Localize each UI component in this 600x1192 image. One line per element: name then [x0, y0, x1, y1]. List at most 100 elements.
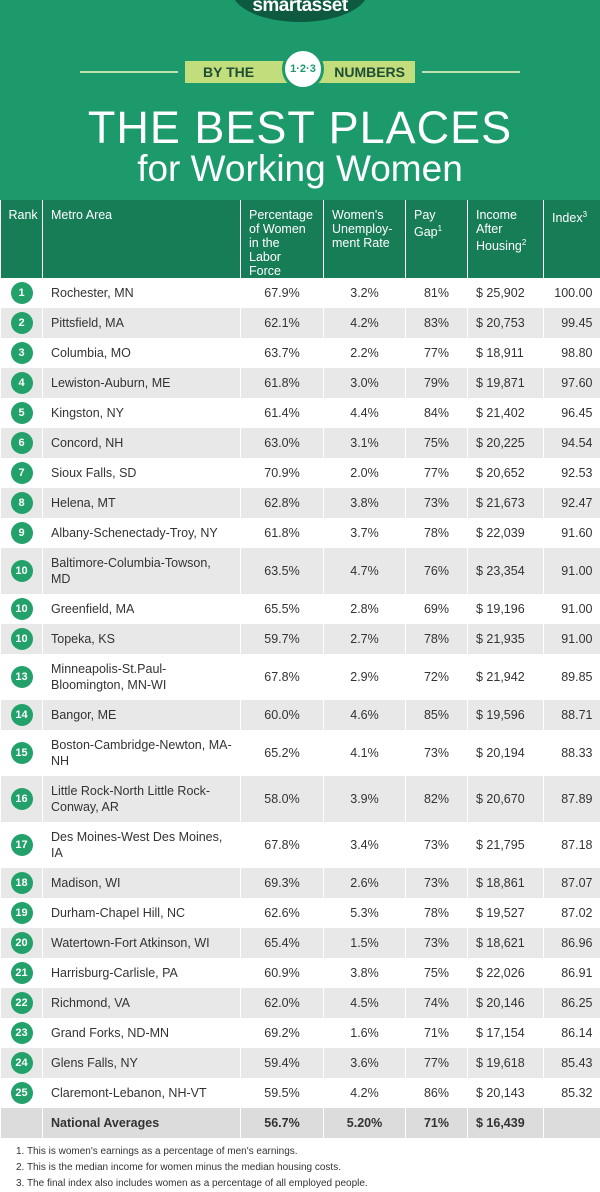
table-cell: Little Rock-North Little Rock-Conway, AR	[43, 776, 241, 822]
table-cell: 62.8%	[241, 488, 324, 518]
table-cell: 25	[1, 1078, 43, 1108]
table-cell: 85%	[406, 700, 468, 730]
subtitle: for Working Women	[0, 148, 600, 190]
table-cell: 10	[1, 594, 43, 624]
table-cell: 60.0%	[241, 700, 324, 730]
table-cell: 78%	[406, 624, 468, 654]
column-header: Pay Gap1	[406, 200, 468, 278]
table-cell: 10	[1, 624, 43, 654]
table-cell: 91.00	[544, 548, 600, 594]
table-cell: 22	[1, 988, 43, 1018]
table-cell: 24	[1, 1048, 43, 1078]
table-cell: $ 20,146	[468, 988, 544, 1018]
table-cell: Columbia, MO	[43, 338, 241, 368]
table-cell: 5.3%	[324, 898, 406, 928]
table-cell: Minneapolis-St.Paul-Bloomington, MN-WI	[43, 654, 241, 700]
table-cell: 67.9%	[241, 278, 324, 308]
table-cell: 86.14	[544, 1018, 600, 1048]
table-cell: 97.60	[544, 368, 600, 398]
table-cell: $ 20,670	[468, 776, 544, 822]
table-cell: 61.4%	[241, 398, 324, 428]
table-cell: 58.0%	[241, 776, 324, 822]
rank-badge: 7	[11, 462, 33, 484]
table-cell: 71%	[406, 1108, 468, 1138]
table-cell: Madison, WI	[43, 868, 241, 898]
table-cell: 77%	[406, 458, 468, 488]
table-cell: 100.00	[544, 278, 600, 308]
table-cell: 63.7%	[241, 338, 324, 368]
table-cell: 94.54	[544, 428, 600, 458]
table-cell: 75%	[406, 958, 468, 988]
ribbon-text: NUMBERS	[334, 61, 405, 83]
rank-badge: 14	[11, 704, 33, 726]
table-cell: 87.18	[544, 822, 600, 868]
table-cell: $ 21,795	[468, 822, 544, 868]
column-label: Percentage of Women in the Labor Force	[249, 208, 313, 278]
table-cell: $ 21,942	[468, 654, 544, 700]
footnote: 3. The final index also includes women a…	[16, 1176, 600, 1192]
table-cell: 14	[1, 700, 43, 730]
table-cell: 4.7%	[324, 548, 406, 594]
table-cell: 63.5%	[241, 548, 324, 594]
table-cell: 4.2%	[324, 1078, 406, 1108]
table-cell: Greenfield, MA	[43, 594, 241, 624]
table-cell: 69.3%	[241, 868, 324, 898]
rank-badge: 16	[11, 788, 33, 810]
table-cell: 16	[1, 776, 43, 822]
table-cell: 3.0%	[324, 368, 406, 398]
table-cell: 23	[1, 1018, 43, 1048]
rank-badge: 13	[11, 666, 33, 688]
averages-label: National Averages	[43, 1108, 241, 1138]
ribbon-line	[422, 71, 520, 73]
table-cell: 2.6%	[324, 868, 406, 898]
table-cell: 1	[1, 278, 43, 308]
table-cell: 20	[1, 928, 43, 958]
column-label: Metro Area	[51, 208, 112, 222]
table-cell: 72%	[406, 654, 468, 700]
table-cell	[544, 1108, 600, 1138]
table-cell: 85.43	[544, 1048, 600, 1078]
table-cell: $ 21,673	[468, 488, 544, 518]
table-cell: 77%	[406, 338, 468, 368]
column-label: Pay Gap	[414, 208, 438, 239]
table-cell: 2	[1, 308, 43, 338]
table-cell: 1.6%	[324, 1018, 406, 1048]
ribbon-line	[80, 71, 178, 73]
table-cell: 86.96	[544, 928, 600, 958]
rank-badge: 10	[11, 560, 33, 582]
table-cell: 10	[1, 548, 43, 594]
table-cell: $ 19,596	[468, 700, 544, 730]
table-cell: 7	[1, 458, 43, 488]
rank-badge: 1	[11, 282, 33, 304]
table-cell: 91.00	[544, 624, 600, 654]
table-cell: 3.2%	[324, 278, 406, 308]
table-cell: Claremont-Lebanon, NH-VT	[43, 1078, 241, 1108]
table-cell: 4.1%	[324, 730, 406, 776]
table-cell: $ 20,143	[468, 1078, 544, 1108]
column-header: Percentage of Women in the Labor Force	[241, 200, 324, 278]
table-cell: 2.8%	[324, 594, 406, 624]
table-cell: $ 16,439	[468, 1108, 544, 1138]
table-cell: 2.7%	[324, 624, 406, 654]
table-cell: 4.2%	[324, 308, 406, 338]
table-cell: 77%	[406, 1048, 468, 1078]
table-cell: 75%	[406, 428, 468, 458]
rank-badge: 4	[11, 372, 33, 394]
table-cell: Helena, MT	[43, 488, 241, 518]
column-header: Metro Area	[43, 200, 241, 278]
table-cell: Kingston, NY	[43, 398, 241, 428]
table-cell: 5	[1, 398, 43, 428]
table-cell: 62.0%	[241, 988, 324, 1018]
table-cell: 3.8%	[324, 488, 406, 518]
